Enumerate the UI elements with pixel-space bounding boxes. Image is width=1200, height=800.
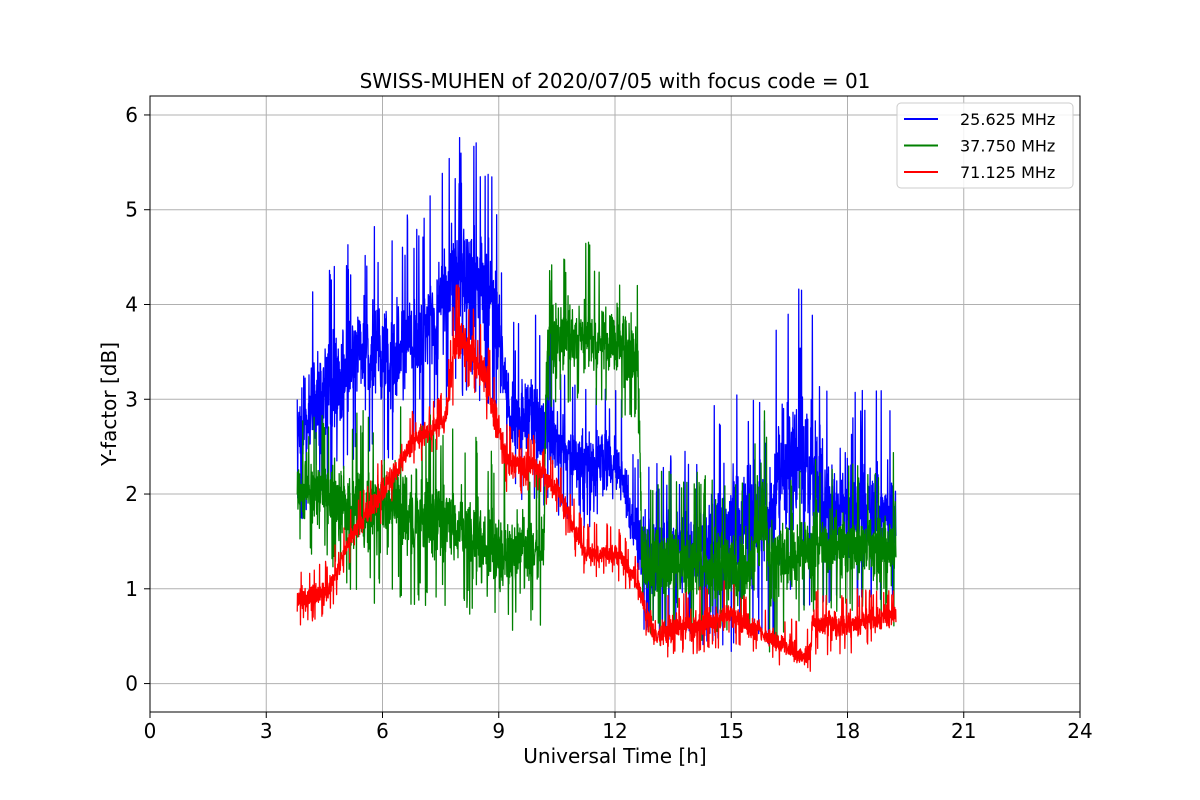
legend-box: [896, 102, 1074, 189]
y-tick-label: 3: [125, 387, 138, 411]
x-tick-label: 18: [835, 719, 860, 743]
x-tick-label: 6: [376, 719, 389, 743]
x-tick-label: 24: [1067, 719, 1092, 743]
series-line: [296, 137, 897, 653]
y-axis-label: Y-factor [dB]: [97, 342, 121, 467]
y-axis: 0 1 2 3 4 5 6: [125, 103, 150, 696]
series-line: [296, 284, 897, 672]
x-tick-label: 0: [144, 719, 157, 743]
series-layer: [296, 137, 897, 672]
x-tick-label: 9: [492, 719, 505, 743]
x-axis: 0 3 6 9 12 15 18 21 24: [144, 712, 1093, 743]
y-tick-label: 1: [125, 577, 138, 601]
legend-label: 71.125 MHz: [960, 163, 1055, 182]
x-tick-label: 3: [260, 719, 273, 743]
legend-label: 37.750 MHz: [960, 137, 1055, 156]
y-tick-label: 5: [125, 198, 138, 222]
x-tick-label: 15: [719, 719, 744, 743]
legend: 25.625 MHz 37.750 MHz 71.125 MHz: [896, 102, 1074, 189]
x-tick-label: 12: [602, 719, 627, 743]
y-tick-label: 6: [125, 103, 138, 127]
x-axis-label: Universal Time [h]: [523, 744, 706, 768]
plot-area: [149, 95, 1081, 713]
legend-items: 25.625 MHz 37.750 MHz 71.125 MHz: [904, 110, 1055, 182]
x-tick-label: 21: [951, 719, 976, 743]
chart-title: SWISS-MUHEN of 2020/07/05 with focus cod…: [360, 69, 871, 93]
y-tick-label: 0: [125, 672, 138, 696]
y-tick-label: 4: [125, 292, 138, 316]
series-line: [296, 241, 897, 653]
y-tick-label: 2: [125, 482, 138, 506]
legend-label: 25.625 MHz: [960, 110, 1055, 129]
